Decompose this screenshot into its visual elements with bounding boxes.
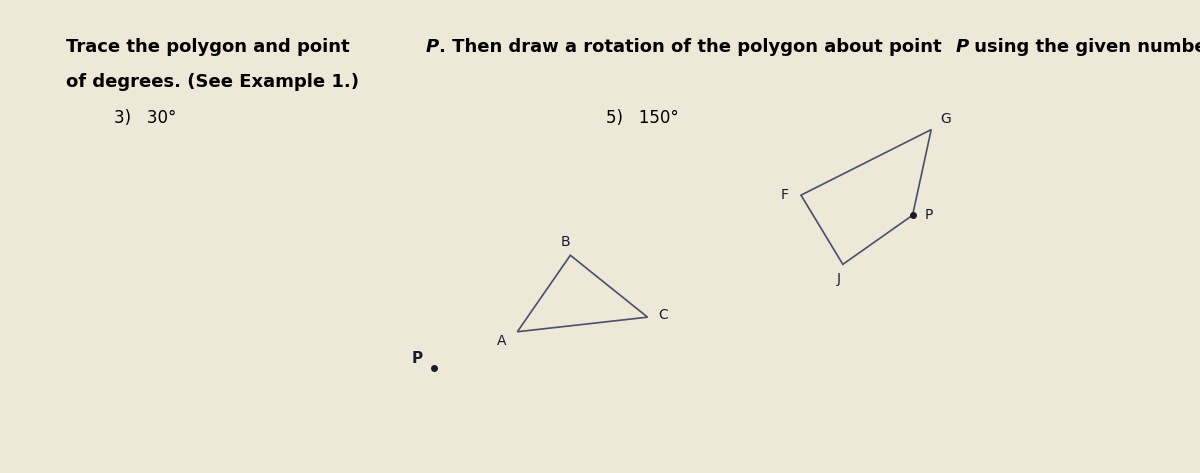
Text: 3)   30°: 3) 30° — [114, 109, 176, 127]
Text: . Then draw a rotation of the polygon about point: . Then draw a rotation of the polygon ab… — [439, 38, 948, 56]
Text: P: P — [426, 38, 439, 56]
Text: B: B — [560, 235, 570, 249]
Text: P: P — [925, 208, 934, 222]
Text: A: A — [497, 333, 506, 348]
Text: P: P — [955, 38, 968, 56]
Text: of degrees. (See Example 1.): of degrees. (See Example 1.) — [66, 73, 359, 91]
Text: 5)   150°: 5) 150° — [606, 109, 679, 127]
Text: P: P — [412, 351, 422, 366]
Text: using the given number: using the given number — [968, 38, 1200, 56]
Text: J: J — [836, 272, 840, 286]
Text: G: G — [941, 112, 952, 126]
Text: C: C — [659, 308, 668, 322]
Text: Trace the polygon and point: Trace the polygon and point — [66, 38, 356, 56]
Text: F: F — [781, 188, 788, 202]
